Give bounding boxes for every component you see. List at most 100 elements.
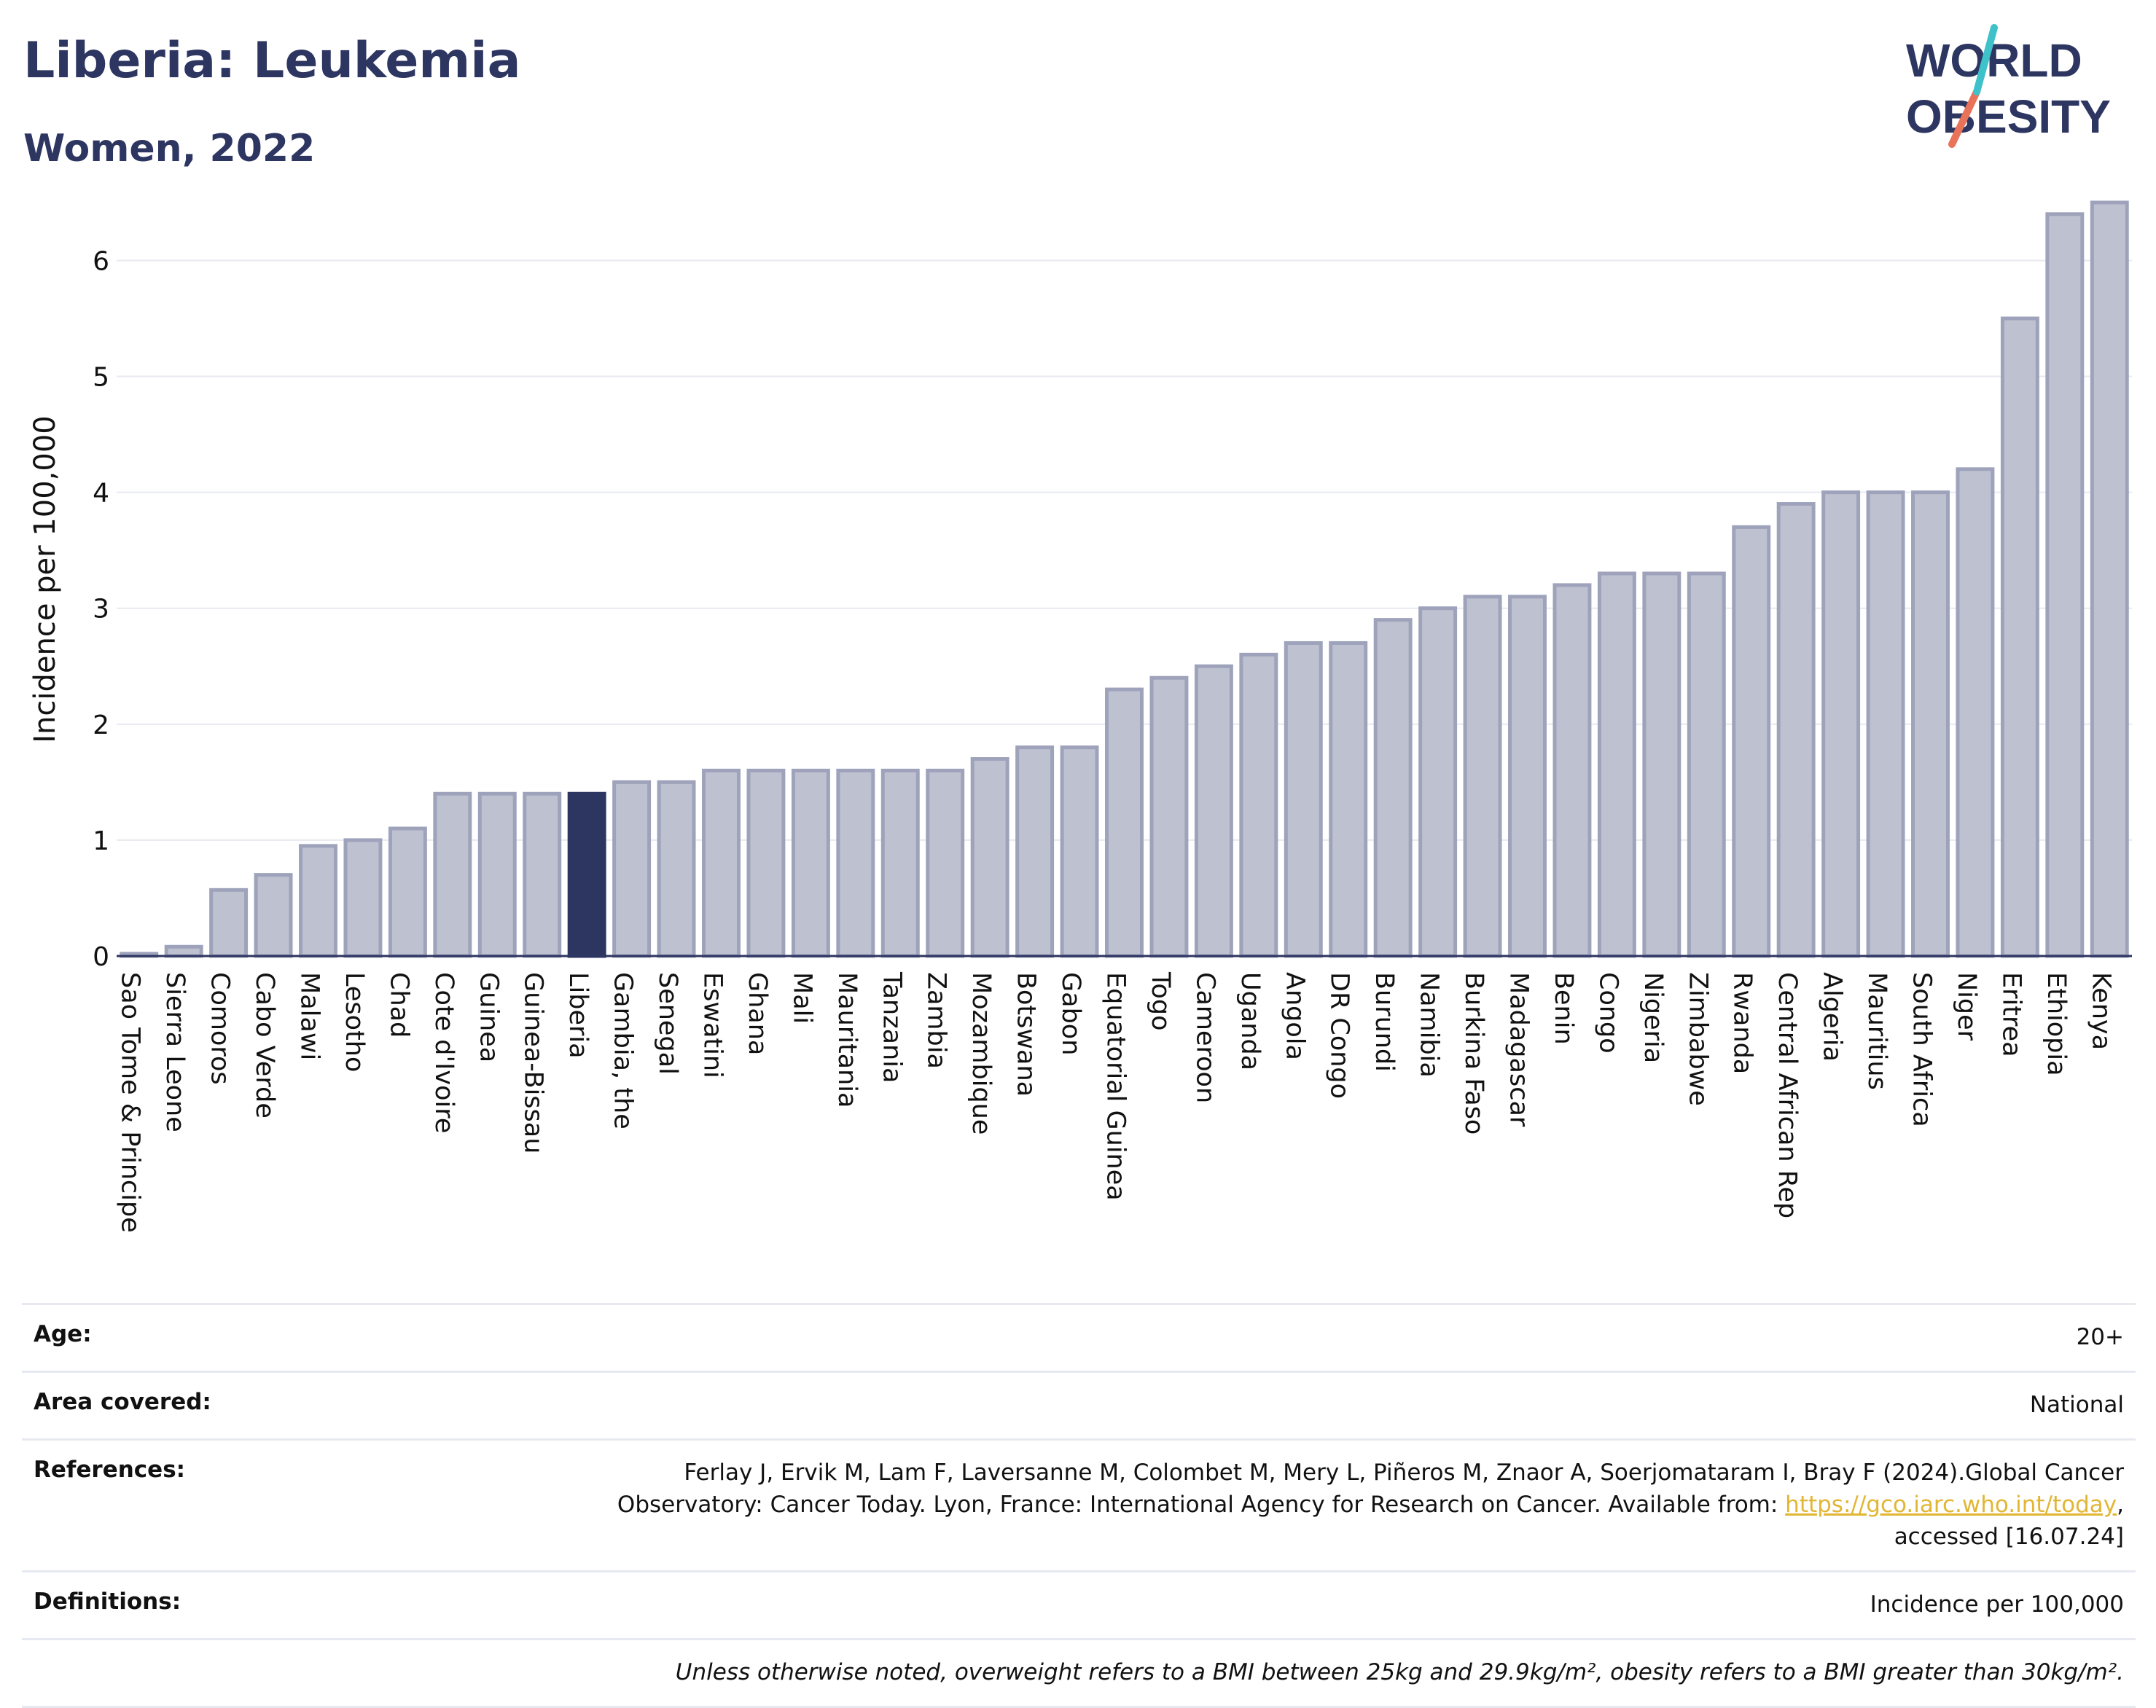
x-tick-label: Chad — [384, 972, 413, 1038]
area-value: National — [2029, 1392, 2124, 1418]
bar[interactable] — [970, 757, 1009, 958]
definitions-row: Definitions: Incidence per 100,000 — [22, 1570, 2136, 1638]
x-tick-label: DR Congo — [1325, 972, 1354, 1099]
bar[interactable] — [1552, 583, 1592, 958]
x-tick-label: Cabo Verde — [250, 972, 279, 1119]
x-tick-label: Sierra Leone — [160, 972, 190, 1132]
bar[interactable] — [1329, 640, 1368, 958]
y-axis-title: Incidence per 100,000 — [28, 415, 62, 743]
references-label: References: — [34, 1457, 186, 1483]
bar[interactable] — [746, 768, 786, 958]
bar[interactable] — [1284, 640, 1323, 958]
info-table: Age: 20+ Area covered: National Referenc… — [22, 1303, 2136, 1708]
bar[interactable] — [1642, 571, 1682, 958]
bar[interactable] — [1597, 571, 1636, 958]
bar[interactable] — [164, 944, 203, 958]
bar[interactable] — [477, 791, 517, 958]
world-obesity-logo: WORLD OBESITY — [1906, 24, 2111, 148]
page-title: Liberia: Leukemia — [23, 32, 521, 90]
bar[interactable] — [1732, 525, 1771, 958]
bmi-note: Unless otherwise noted, overweight refer… — [675, 1659, 2124, 1685]
references-accessed: , accessed [16.07.24] — [1894, 1492, 2124, 1550]
bar[interactable] — [523, 791, 562, 958]
bar[interactable] — [1373, 618, 1413, 958]
x-tick-label: Kenya — [2086, 972, 2115, 1050]
x-tick-label: Zambia — [922, 972, 951, 1069]
x-tick-label: Guinea-Bissau — [519, 972, 548, 1153]
bar[interactable] — [1060, 745, 1099, 958]
x-tick-label: Cote d'Ivoire — [429, 972, 458, 1133]
x-tick-label: Liberia — [563, 972, 593, 1059]
x-tick-label: Senegal — [653, 972, 682, 1075]
bar[interactable] — [1194, 664, 1233, 958]
x-tick-label: Algeria — [1818, 972, 1847, 1062]
bar[interactable] — [1776, 502, 1816, 958]
bar[interactable] — [1821, 490, 1861, 958]
bar[interactable] — [836, 768, 875, 958]
references-value: Ferlay J, Ervik M, Lam F, Laversanne M, … — [550, 1457, 2124, 1553]
y-tick-label: 2 — [93, 710, 109, 740]
bar[interactable] — [209, 888, 249, 958]
x-tick-label: Eritrea — [1996, 972, 2026, 1057]
bar[interactable] — [388, 826, 427, 958]
bar[interactable] — [2090, 200, 2129, 958]
bar[interactable] — [1418, 606, 1458, 958]
x-tick-label: Congo — [1593, 972, 1622, 1054]
bar[interactable] — [1463, 595, 1502, 958]
x-tick-label: Niger — [1952, 972, 1981, 1041]
x-tick-label: Eswatini — [698, 972, 727, 1078]
y-tick-label: 1 — [93, 826, 109, 856]
x-tick-label: Botswana — [1012, 972, 1041, 1097]
x-tick-label: Gabon — [1056, 972, 1085, 1055]
svg-text:WORLD: WORLD — [1906, 34, 2082, 87]
bar[interactable] — [612, 780, 652, 958]
bar[interactable] — [1956, 467, 1995, 958]
age-value: 20+ — [2076, 1324, 2124, 1350]
x-tick-label: Madagascar — [1504, 972, 1534, 1127]
bar[interactable] — [1866, 490, 1905, 958]
bar-highlighted[interactable] — [567, 791, 606, 958]
bar[interactable] — [1105, 687, 1144, 958]
bar[interactable] — [343, 838, 383, 958]
y-tick-label: 3 — [93, 595, 109, 624]
x-tick-label: Mauritius — [1862, 972, 1891, 1090]
y-tick-label: 4 — [93, 479, 109, 509]
bar[interactable] — [2000, 316, 2039, 958]
svg-text:OBESITY: OBESITY — [1906, 90, 2111, 143]
bar[interactable] — [880, 768, 920, 958]
x-tick-label: Benin — [1549, 972, 1578, 1045]
bar[interactable] — [299, 844, 337, 958]
bar[interactable] — [702, 768, 741, 958]
y-tick-label: 0 — [93, 942, 109, 972]
bar[interactable] — [1687, 571, 1726, 958]
x-tick-label: Mauritania — [832, 972, 862, 1108]
bar[interactable] — [433, 791, 472, 958]
x-tick-label: Angola — [1280, 972, 1309, 1060]
x-tick-label: Burkina Faso — [1459, 972, 1488, 1135]
x-tick-label: Rwanda — [1728, 972, 1757, 1074]
x-tick-label: Ethiopia — [2042, 972, 2071, 1076]
y-tick-label: 5 — [93, 363, 109, 393]
page-subtitle: Women, 2022 — [23, 127, 316, 171]
age-row: Age: 20+ — [22, 1303, 2136, 1371]
bar[interactable] — [2045, 212, 2085, 958]
bar[interactable] — [657, 780, 696, 958]
bar[interactable] — [1911, 490, 1950, 958]
references-link[interactable]: https://gco.iarc.who.int/today — [1785, 1492, 2117, 1518]
bar[interactable] — [1015, 745, 1055, 958]
x-tick-label: Uganda — [1235, 972, 1265, 1070]
bar[interactable] — [1149, 675, 1189, 958]
x-tick-label: Cameroon — [1190, 972, 1219, 1103]
age-label: Age: — [34, 1321, 92, 1347]
x-tick-label: Burundi — [1370, 972, 1399, 1072]
bar[interactable] — [1508, 595, 1547, 958]
bar[interactable] — [791, 768, 830, 958]
bar[interactable] — [1239, 652, 1278, 958]
x-tick-label: Nigeria — [1639, 972, 1668, 1063]
x-tick-label: Togo — [1146, 971, 1175, 1030]
x-tick-label: Gambia, the — [609, 972, 638, 1129]
note-row: Unless otherwise noted, overweight refer… — [22, 1638, 2136, 1708]
x-tick-label: Mali — [787, 972, 816, 1024]
bar[interactable] — [926, 768, 965, 958]
bar[interactable] — [254, 873, 293, 958]
